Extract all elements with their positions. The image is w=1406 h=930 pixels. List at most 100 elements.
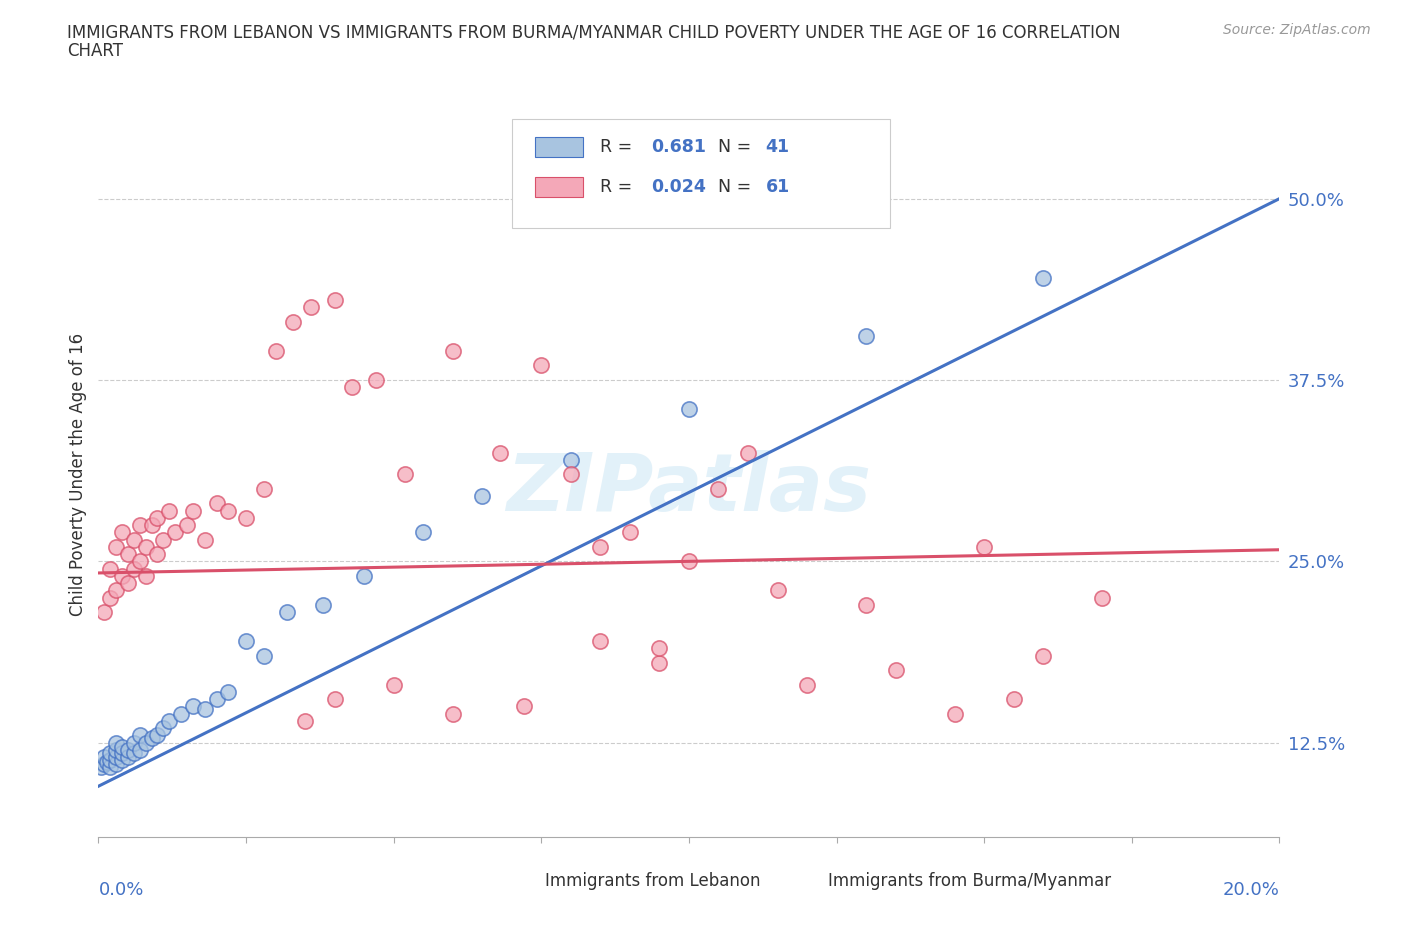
Text: CHART: CHART [67,42,124,60]
Point [299,300,322,315]
Point [93,750,115,764]
Point [98,746,121,761]
Point [122,561,145,576]
Point [412,525,434,539]
Point [111,752,134,767]
Point [441,706,464,721]
Point [152,721,174,736]
Text: 20.0%: 20.0% [1223,881,1279,898]
Point [619,525,641,539]
Point [943,706,966,721]
Point [589,539,612,554]
Point [353,568,375,583]
Text: 0.681: 0.681 [651,139,706,156]
Point [235,633,257,648]
Point [93,757,115,772]
Point [560,452,582,467]
Text: R =: R = [600,178,638,196]
Point [855,329,877,344]
Point [181,503,204,518]
Point [122,746,145,761]
Point [253,482,276,497]
Point [264,343,287,358]
Point [560,467,582,482]
Text: 0.0%: 0.0% [98,881,143,898]
Point [105,736,128,751]
Point [283,314,305,329]
Text: IMMIGRANTS FROM LEBANON VS IMMIGRANTS FROM BURMA/MYANMAR CHILD POVERTY UNDER THE: IMMIGRANTS FROM LEBANON VS IMMIGRANTS FR… [67,23,1121,41]
Point [205,496,228,511]
Point [135,539,157,554]
Point [530,358,553,373]
Point [96,754,118,769]
Text: N =: N = [718,178,758,196]
Point [194,532,217,547]
Point [157,503,180,518]
Point [205,692,228,707]
Point [217,684,239,699]
Text: N =: N = [718,139,758,156]
Point [364,373,387,388]
Point [181,699,204,714]
Point [217,503,239,518]
Point [276,604,298,619]
Text: 0.024: 0.024 [651,178,706,196]
Point [146,511,169,525]
Point [98,561,121,576]
Point [122,736,145,751]
Text: 61: 61 [766,178,790,196]
Point [884,663,907,678]
Point [235,511,257,525]
Point [512,699,534,714]
Point [1091,591,1114,605]
Text: 41: 41 [766,139,790,156]
Point [128,518,150,533]
Point [146,728,169,743]
Text: Source: ZipAtlas.com: Source: ZipAtlas.com [1223,23,1371,37]
Point [141,518,163,533]
Point [105,583,128,598]
FancyBboxPatch shape [536,177,582,197]
Point [253,648,276,663]
Point [294,713,316,728]
Point [471,488,494,503]
Point [737,445,759,460]
Point [678,554,700,569]
Point [90,760,112,775]
Point [323,293,346,308]
Point [176,518,198,533]
FancyBboxPatch shape [783,873,818,889]
Point [141,731,163,746]
Point [342,379,364,394]
Point [489,445,512,460]
Point [105,742,128,757]
Point [111,568,134,583]
Point [128,742,150,757]
Point [146,547,169,562]
Text: ZIPatlas: ZIPatlas [506,450,872,528]
Point [117,547,139,562]
Y-axis label: Child Poverty Under the Age of 16: Child Poverty Under the Age of 16 [69,333,87,616]
Point [973,539,995,554]
Point [855,597,877,612]
Point [117,742,139,757]
Text: Immigrants from Burma/Myanmar: Immigrants from Burma/Myanmar [828,872,1111,890]
Point [111,739,134,754]
Point [1002,692,1025,707]
Point [105,750,128,764]
Point [1032,271,1054,286]
Text: R =: R = [600,139,638,156]
Point [323,692,346,707]
Point [98,591,121,605]
Point [382,677,405,692]
Point [93,604,115,619]
Point [312,597,335,612]
Point [122,532,145,547]
Point [678,402,700,417]
Point [135,568,157,583]
Point [707,482,730,497]
Point [589,633,612,648]
Point [111,525,134,539]
Point [128,728,150,743]
Text: Immigrants from Lebanon: Immigrants from Lebanon [546,872,761,890]
